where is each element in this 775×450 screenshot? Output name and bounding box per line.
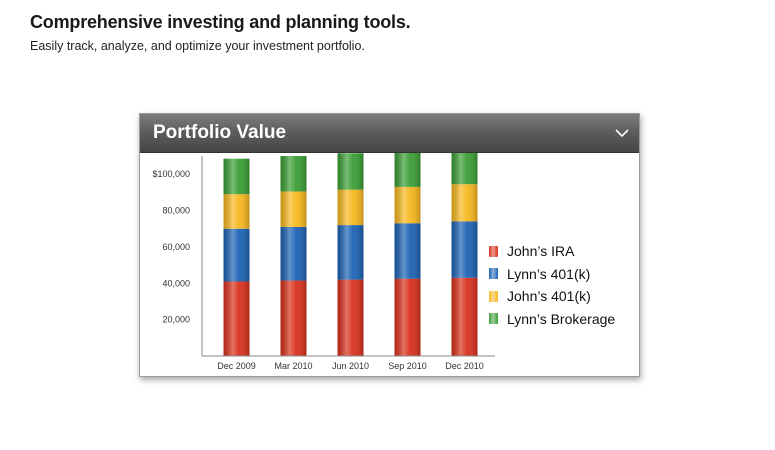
y-tick-label: 80,000 xyxy=(162,206,190,216)
bar-highlight xyxy=(451,184,478,222)
bar-highlight xyxy=(394,278,421,356)
x-tick-label: Dec 2010 xyxy=(445,361,484,371)
bar-highlight xyxy=(280,280,307,356)
portfolio-value-widget: Portfolio Value Dec 2009 Mar 2010 Jun 2010… xyxy=(139,113,640,377)
bar-highlight xyxy=(337,225,364,280)
y-tick-label: 40,000 xyxy=(162,278,190,288)
y-tick-label: $100,000 xyxy=(152,169,190,179)
x-tick-label: Sep 2010 xyxy=(388,361,427,371)
legend-item: John’s 401(k) xyxy=(489,285,615,308)
bar-highlight xyxy=(223,158,250,195)
chart-legend: John’s IRA Lynn’s 401(k) John’s 401(k) Lynn… xyxy=(489,240,615,330)
bar-highlight xyxy=(337,189,364,226)
widget-header: Portfolio Value xyxy=(140,114,639,153)
bar-highlight xyxy=(337,279,364,356)
page-headline: Comprehensive investing and planning too… xyxy=(30,12,411,32)
bar-highlight xyxy=(280,156,307,192)
bar-highlight xyxy=(337,153,364,190)
bar-highlight xyxy=(223,228,250,282)
legend-item: Lynn’s 401(k) xyxy=(489,263,615,286)
bar-highlight xyxy=(394,186,421,224)
bar-highlight xyxy=(451,221,478,278)
legend-swatch xyxy=(489,268,498,280)
bar-highlight xyxy=(394,150,421,187)
legend-swatch xyxy=(489,245,498,257)
x-tick-label: Mar 2010 xyxy=(274,361,312,371)
bar-highlight xyxy=(394,223,421,279)
legend-label: Lynn’s Brokerage xyxy=(507,310,616,327)
bar-highlight xyxy=(223,281,250,356)
stacked-bar-chart: Dec 2009 Mar 2010 Jun 2010 Sep 2010 Dec 2010… xyxy=(152,146,495,371)
portfolio-chart: Dec 2009 Mar 2010 Jun 2010 Sep 2010 Dec 2010… xyxy=(140,146,639,376)
legend-swatch xyxy=(489,290,498,302)
legend-swatch xyxy=(489,313,498,325)
page-subline: Easily track, analyze, and optimize your… xyxy=(30,39,365,53)
legend-label: John’s 401(k) xyxy=(507,288,591,305)
bar-highlight xyxy=(223,194,250,229)
legend-item: Lynn’s Brokerage xyxy=(489,308,615,331)
bar-highlight xyxy=(280,226,307,281)
legend-label: Lynn’s 401(k) xyxy=(507,265,591,282)
widget-title: Portfolio Value xyxy=(153,122,287,143)
y-tick-label: 60,000 xyxy=(162,242,190,252)
legend-item: John’s IRA xyxy=(489,240,615,263)
bar-highlight xyxy=(280,191,307,227)
chevron-down-icon[interactable] xyxy=(613,125,631,141)
bar-highlight xyxy=(451,146,478,185)
x-tick-label: Dec 2009 xyxy=(217,361,256,371)
x-tick-label: Jun 2010 xyxy=(332,361,369,371)
bar-highlight xyxy=(451,277,478,356)
legend-label: John’s IRA xyxy=(507,243,575,260)
y-tick-label: 20,000 xyxy=(162,315,190,325)
